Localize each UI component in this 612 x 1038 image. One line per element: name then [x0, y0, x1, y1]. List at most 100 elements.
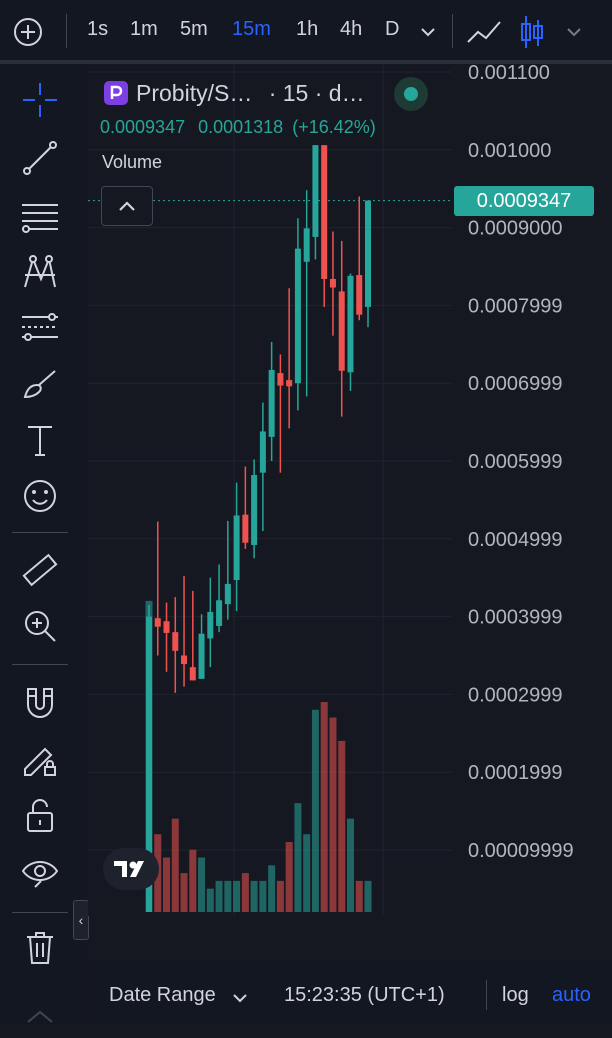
candle-body — [294, 248, 301, 384]
candle-body — [268, 369, 275, 437]
lock-drawings-icon[interactable] — [18, 738, 62, 782]
legend-title[interactable]: Probity/S… · 15 · d… — [136, 80, 365, 107]
brush-icon[interactable] — [18, 362, 62, 406]
candle-body — [277, 373, 284, 386]
change-value: 0.0001318 — [198, 117, 284, 137]
change-percent: (+16.42%) — [292, 117, 376, 137]
volume-bar — [338, 740, 346, 912]
candle-body — [172, 632, 179, 651]
ruler-icon[interactable] — [18, 549, 62, 593]
text-icon[interactable] — [18, 418, 62, 462]
volume-bar — [346, 818, 354, 912]
symbol-logo-icon — [104, 81, 128, 105]
collapse-legend-button[interactable] — [101, 186, 153, 226]
log-scale-toggle[interactable]: log — [502, 984, 529, 1006]
chevron-down-icon[interactable] — [416, 20, 440, 44]
volume-bar — [329, 717, 337, 912]
candle-body — [286, 380, 293, 387]
drawing-sidebar — [0, 64, 82, 1024]
trash-icon[interactable] — [18, 926, 62, 970]
eye-icon[interactable] — [18, 850, 62, 894]
zoom-in-icon[interactable] — [18, 604, 62, 648]
volume-bar — [355, 880, 363, 912]
pattern-icon[interactable] — [18, 250, 62, 294]
timeframe-4h[interactable]: 4h — [340, 18, 363, 40]
candles-chart-icon[interactable] — [516, 12, 548, 52]
trend-line-icon[interactable] — [18, 136, 62, 180]
candle-body — [312, 145, 319, 237]
line-chart-icon[interactable] — [464, 14, 504, 50]
add-symbol-icon[interactable] — [10, 14, 46, 50]
volume-bar — [180, 873, 188, 912]
candle-body — [181, 655, 188, 665]
price-tick-label: 0.00009999 — [468, 840, 574, 862]
timeframe-1h[interactable]: 1h — [296, 18, 319, 40]
price-tick-label: 0.0004999 — [468, 529, 563, 551]
volume-bar — [259, 880, 267, 912]
volume-bar — [303, 834, 311, 912]
candle-body — [303, 228, 310, 262]
candle-body — [224, 583, 231, 605]
fib-retracement-icon[interactable] — [18, 194, 62, 238]
price-tick-label: 0.0002999 — [468, 684, 563, 706]
candle-body — [207, 611, 214, 639]
volume-bar — [189, 849, 197, 912]
date-range-button[interactable]: Date Range — [109, 984, 216, 1006]
candle-body — [216, 600, 223, 626]
magnet-icon[interactable] — [18, 682, 62, 726]
candle-body — [146, 616, 152, 912]
candle-body — [251, 475, 258, 546]
price-tick-label: 0.001000 — [468, 140, 551, 162]
unlock-icon[interactable] — [18, 794, 62, 838]
market-status-icon — [394, 77, 428, 111]
timeframe-d[interactable]: D — [385, 18, 400, 40]
price-tick-label: 0.0009000 — [468, 218, 563, 240]
volume-label: Volume — [102, 152, 163, 172]
candle-body — [259, 431, 266, 473]
forecast-icon[interactable] — [18, 306, 62, 350]
volume-bar — [320, 702, 328, 912]
timeframe-15m[interactable]: 15m — [232, 18, 271, 40]
volume-bar — [241, 873, 249, 912]
clock-label[interactable]: 15:23:35 (UTC+1) — [284, 984, 445, 1006]
auto-scale-toggle[interactable]: auto — [552, 984, 591, 1006]
timeframe-5m[interactable]: 5m — [180, 18, 208, 40]
volume-bar — [285, 842, 293, 912]
candle-body — [356, 275, 363, 315]
volume-bar — [224, 880, 232, 912]
price-tick-label: 0.0007999 — [468, 295, 563, 317]
price-chart[interactable]: 0.001100 0.001000 0.0009000 0.0007999 0.0006… — [88, 64, 612, 916]
timeframe-1m[interactable]: 1m — [130, 18, 158, 40]
price-tick-label: 0.0005999 — [468, 451, 563, 473]
emoji-icon[interactable] — [18, 474, 62, 518]
chevron-down-icon[interactable] — [562, 20, 586, 44]
volume-bar — [198, 857, 206, 912]
chevron-down-icon[interactable] — [233, 990, 247, 1008]
timeframe-1s[interactable]: 1s — [87, 18, 109, 40]
top-toolbar: 1s 1m 5m 15m 1h 4h D — [0, 0, 612, 60]
price-tick-label: 0.0001999 — [468, 762, 563, 784]
volume-bar — [311, 709, 319, 912]
candle-body — [189, 667, 196, 681]
toolbar-divider — [0, 60, 612, 64]
volume-bar — [215, 880, 223, 912]
sidebar-toggle-button[interactable]: ‹ — [73, 900, 89, 940]
volume-bar — [171, 818, 179, 912]
tradingview-logo[interactable] — [103, 848, 159, 890]
candle-body — [198, 633, 205, 679]
volume-bar — [364, 880, 372, 912]
volume-bar — [206, 888, 214, 912]
candle-body — [242, 514, 249, 543]
chevron-up-icon[interactable] — [18, 994, 62, 1038]
price-tick-label: 0.0003999 — [468, 607, 563, 629]
last-price: 0.0009347 — [100, 117, 186, 137]
volume-bar — [294, 803, 302, 912]
chevron-up-icon — [119, 201, 135, 211]
last-price-badge: 0.0009347 — [454, 186, 594, 216]
volume-bar — [163, 857, 171, 912]
candle-body — [321, 145, 328, 279]
price-tick-label: 0.001100 — [468, 64, 550, 84]
candle-body — [154, 618, 161, 627]
legend-values: 0.0009347 0.0001318 (+16.42%) — [100, 117, 376, 138]
crosshair-icon[interactable] — [18, 78, 62, 122]
